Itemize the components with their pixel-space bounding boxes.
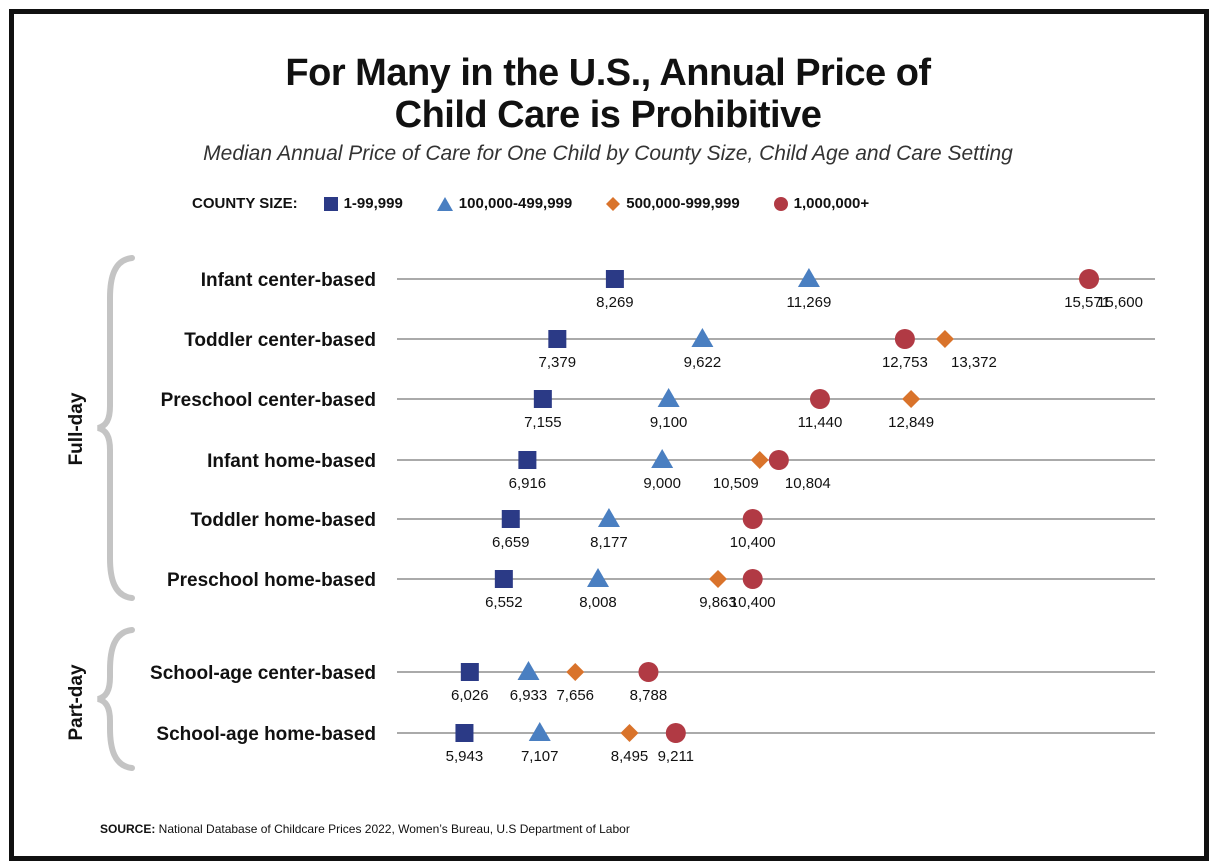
triangle-marker — [597, 508, 620, 527]
diamond-marker — [935, 330, 954, 348]
legend-label: 1-99,999 — [343, 195, 403, 212]
triangle-marker — [517, 661, 540, 680]
row-label: Infant center-based — [201, 270, 376, 291]
value-label: 10,509 — [713, 475, 759, 492]
triangle-marker — [651, 449, 674, 468]
triangle-marker — [797, 268, 820, 287]
diamond-marker — [566, 663, 585, 681]
square-marker — [501, 510, 520, 528]
value-label: 8,008 — [579, 594, 617, 611]
value-label: 10,400 — [730, 594, 776, 611]
square-marker — [494, 570, 513, 588]
value-label: 10,400 — [730, 534, 776, 551]
legend-item-small: 1-99,999 — [323, 195, 403, 212]
row-label: School-age center-based — [150, 663, 376, 684]
full-day-brace — [97, 255, 135, 601]
part-day-brace — [97, 627, 135, 771]
square-marker — [548, 330, 567, 348]
legend: COUNTY SIZE: 1-99,999 100,000-499,999 50… — [192, 195, 903, 212]
circle-marker — [894, 329, 915, 349]
diamond-marker — [708, 570, 727, 588]
diamond-marker — [902, 390, 921, 408]
value-label: 7,107 — [521, 748, 559, 765]
value-label: 6,659 — [492, 534, 530, 551]
circle-marker-icon — [773, 196, 788, 211]
value-label: 10,804 — [785, 475, 831, 492]
circle-marker — [665, 723, 686, 743]
group-label: Full-day — [66, 392, 87, 465]
legend-label: 1,000,000+ — [793, 195, 870, 212]
value-label: 15,600 — [1097, 294, 1143, 311]
row-label: Toddler center-based — [184, 330, 376, 351]
legend-item-medium: 100,000-499,999 — [436, 195, 573, 212]
diamond-marker — [750, 451, 769, 469]
square-marker — [455, 724, 474, 742]
row-label: Toddler home-based — [191, 510, 376, 531]
triangle-marker — [587, 568, 610, 587]
circle-marker — [742, 509, 763, 529]
value-label: 8,495 — [611, 748, 649, 765]
value-label: 9,211 — [658, 748, 694, 765]
value-label: 6,552 — [485, 594, 523, 611]
source-text: National Database of Childcare Prices 20… — [155, 822, 630, 836]
legend-item-large: 500,000-999,999 — [606, 195, 740, 212]
square-marker — [533, 390, 552, 408]
row-label: School-age home-based — [156, 724, 376, 745]
legend-item-xlarge: 1,000,000+ — [773, 195, 870, 212]
diamond-marker-icon — [606, 196, 621, 211]
value-label: 15,571 — [1064, 294, 1110, 311]
value-label: 8,788 — [630, 687, 668, 704]
legend-label: 500,000-999,999 — [626, 195, 740, 212]
triangle-marker — [691, 328, 714, 347]
square-marker — [518, 451, 537, 469]
value-label: 5,943 — [446, 748, 484, 765]
value-label: 8,177 — [590, 534, 628, 551]
square-marker — [605, 270, 624, 288]
title-line-2: Child Care is Prohibitive — [394, 94, 822, 136]
value-label: 11,269 — [787, 294, 832, 311]
triangle-marker-icon — [436, 196, 453, 211]
value-label: 6,026 — [451, 687, 489, 704]
legend-label: 100,000-499,999 — [458, 195, 573, 212]
value-label: 6,916 — [509, 475, 547, 492]
value-label: 13,372 — [951, 354, 997, 371]
circle-marker — [742, 569, 763, 589]
circle-marker — [809, 389, 830, 409]
value-label: 8,269 — [596, 294, 634, 311]
row-label: Preschool home-based — [167, 570, 376, 591]
value-label: 9,863 — [699, 594, 737, 611]
chart-frame — [9, 9, 1209, 861]
circle-marker — [638, 662, 659, 682]
diamond-marker — [620, 724, 639, 742]
value-label: 7,656 — [556, 687, 594, 704]
source-note: SOURCE: National Database of Childcare P… — [100, 822, 630, 836]
value-label: 7,379 — [539, 354, 577, 371]
square-marker — [460, 663, 479, 681]
triangle-marker — [657, 388, 680, 407]
value-label: 9,100 — [650, 414, 688, 431]
chart-subtitle: Median Annual Price of Care for One Chil… — [203, 142, 1013, 165]
group-label: Part-day — [66, 664, 87, 740]
row-label: Infant home-based — [207, 451, 376, 472]
row-label: Preschool center-based — [161, 390, 376, 411]
source-label: SOURCE: — [100, 822, 156, 836]
value-label: 9,000 — [643, 475, 681, 492]
circle-marker — [768, 450, 789, 470]
value-label: 12,753 — [882, 354, 928, 371]
circle-marker — [1079, 269, 1100, 289]
square-marker-icon — [323, 196, 338, 211]
triangle-marker — [528, 722, 551, 741]
legend-title: COUNTY SIZE: — [192, 195, 298, 212]
value-label: 6,933 — [510, 687, 548, 704]
value-label: 11,440 — [798, 414, 843, 431]
value-label: 9,622 — [684, 354, 722, 371]
value-label: 12,849 — [888, 414, 934, 431]
title-line-1: For Many in the U.S., Annual Price of — [285, 52, 931, 94]
chart-title: For Many in the U.S., Annual Price of Ch… — [0, 52, 1216, 136]
value-label: 7,155 — [524, 414, 562, 431]
